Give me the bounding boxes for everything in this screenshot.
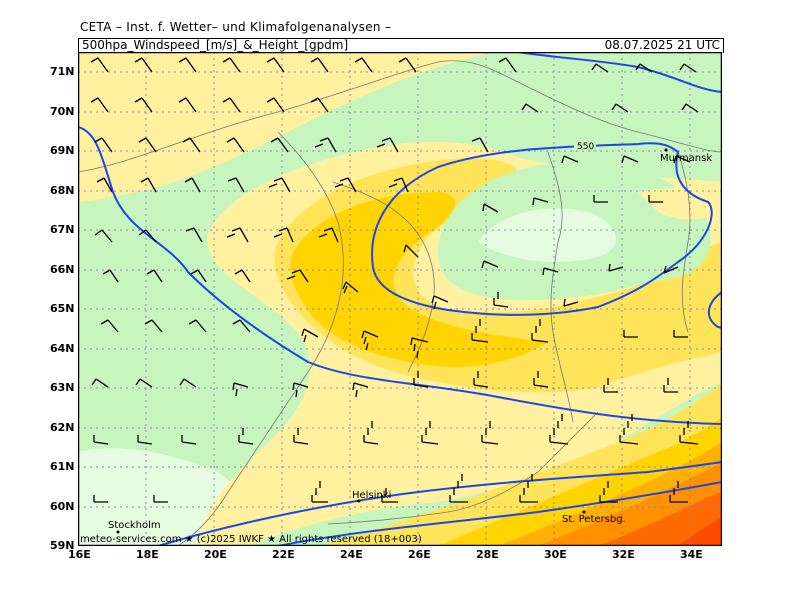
- place-stockholm: Stockholm: [108, 520, 161, 531]
- city-dot-helsinki: [357, 499, 361, 503]
- lat-label-70n: 70N: [50, 105, 75, 118]
- lat-label-60n: 60N: [50, 500, 75, 513]
- lat-label-66n: 66N: [50, 263, 75, 276]
- wind-barbs: [90, 57, 699, 503]
- lat-label-62n: 62N: [50, 421, 75, 434]
- city-dot-st-petersburg: [582, 510, 586, 514]
- lat-label-65n: 65N: [50, 302, 75, 315]
- copyright-footer: meteo-services.com ★ (c)2025 IWKF ★ All …: [80, 534, 422, 545]
- lon-label-20e: 20E: [204, 548, 227, 561]
- field-pale-yellow-ne: [638, 182, 722, 220]
- graticule: [78, 52, 722, 546]
- city-dot-murmansk: [664, 148, 668, 152]
- city-dot-stockholm: [116, 530, 120, 534]
- lon-label-18e: 18E: [136, 548, 159, 561]
- chart-subtitle-bar: 500hpa_Windspeed_[m/s]_&_Height_[gpdm] 0…: [78, 38, 724, 53]
- field-red-orange-se: [678, 517, 722, 546]
- place-murmansk: Murmansk: [660, 153, 712, 164]
- contour-label-550: 550: [577, 142, 594, 152]
- lat-label-71n: 71N: [50, 65, 75, 78]
- lat-label-64n: 64N: [50, 342, 75, 355]
- lat-label-61n: 61N: [50, 460, 75, 473]
- field-light-green-low: [478, 208, 617, 262]
- lat-label-59n: 59N: [50, 539, 75, 552]
- lon-label-34e: 34E: [680, 548, 703, 561]
- field-dark-orange-se: [598, 492, 722, 546]
- lat-label-67n: 67N: [50, 223, 75, 236]
- lat-label-69n: 69N: [50, 144, 75, 157]
- lon-label-28e: 28E: [476, 548, 499, 561]
- lat-label-68n: 68N: [50, 184, 75, 197]
- valid-time-label: 08.07.2025 21 UTC: [604, 38, 720, 52]
- field-pale-yellow-nw: [78, 52, 498, 202]
- chart-title: CETA – Inst. f. Wetter– und Klimafolgena…: [80, 20, 392, 34]
- lon-label-32e: 32E: [612, 548, 635, 561]
- lon-label-16e: 16E: [68, 548, 91, 561]
- map-frame: [78, 52, 722, 546]
- place-helsinki: Helsinki: [352, 490, 391, 501]
- lon-label-26e: 26E: [408, 548, 431, 561]
- lon-label-24e: 24E: [340, 548, 363, 561]
- place-st-petersburg: St. Petersbg.: [562, 514, 626, 525]
- lon-label-22e: 22E: [272, 548, 295, 561]
- lon-label-30e: 30E: [544, 548, 567, 561]
- lat-label-63n: 63N: [50, 381, 75, 394]
- contour-label-bg: [574, 140, 596, 150]
- weather-map: 550 Murmansk Helsinki Stockholm St. Pete…: [78, 52, 722, 546]
- parameter-label: 500hpa_Windspeed_[m/s]_&_Height_[gpdm]: [82, 38, 349, 52]
- field-gold-max: [290, 192, 548, 367]
